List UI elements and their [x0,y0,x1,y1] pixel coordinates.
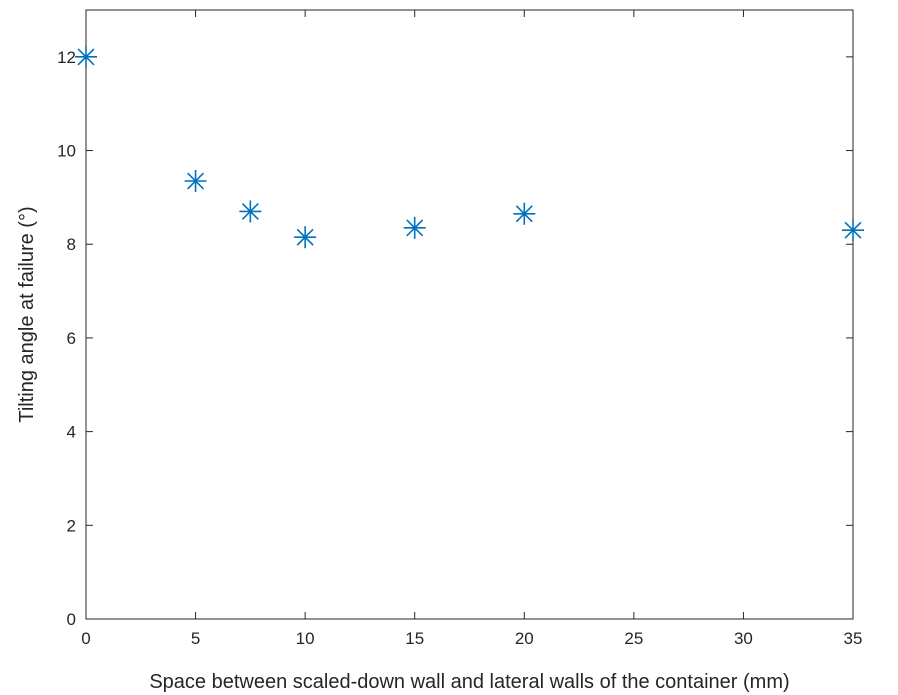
x-tick-label: 0 [81,629,90,648]
y-tick-label: 0 [67,610,76,629]
y-tick-label: 12 [57,48,76,67]
x-axis-label: Space between scaled-down wall and later… [149,671,789,693]
plot-area [85,9,854,620]
data-point [294,226,317,249]
x-tick-label: 5 [191,629,200,648]
x-tick-label: 20 [515,629,534,648]
x-tick-labels: 0 5 10 15 20 25 30 35 [81,629,862,648]
y-tick-label: 8 [67,235,76,254]
x-tick-label: 10 [296,629,315,648]
data-points [75,45,864,249]
data-point [403,216,426,239]
data-point [75,45,97,68]
data-point [239,200,262,223]
data-point [184,169,207,192]
y-axis-label: Tilting angle at failure (°) [16,206,38,422]
x-tick-label: 30 [734,629,753,648]
x-tick-label: 15 [405,629,424,648]
y-tick-label: 6 [67,329,76,348]
x-tick-label: 35 [844,629,863,648]
data-point [513,202,536,225]
data-point [842,219,864,242]
y-tick-label: 10 [57,142,76,161]
y-tick-label: 4 [67,423,76,442]
x-tick-label: 25 [624,629,643,648]
y-tick-label: 2 [67,516,76,535]
y-tick-labels: 0 2 4 6 8 10 12 [57,48,76,629]
